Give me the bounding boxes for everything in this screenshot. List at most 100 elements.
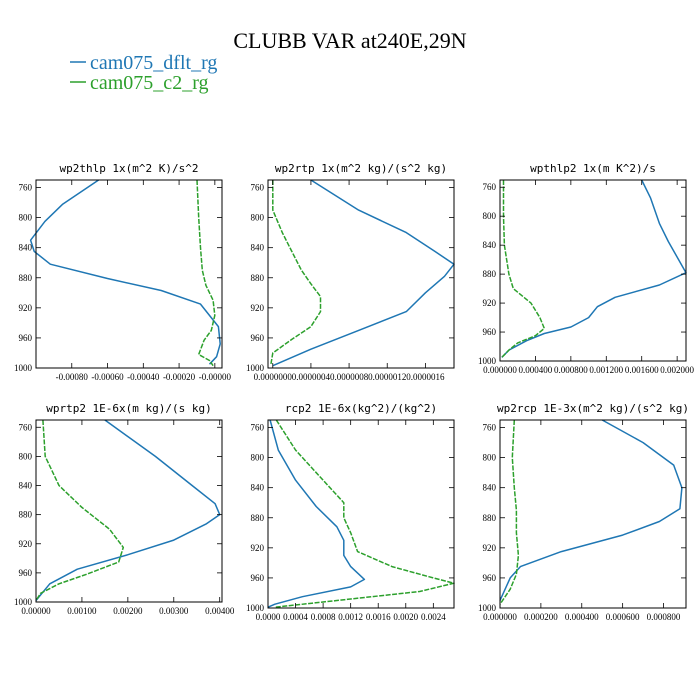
- x-tick-label: 0.000600: [606, 612, 640, 622]
- series-line-c2: [270, 180, 322, 365]
- figure-title: CLUBB VAR at240E,29N: [233, 28, 466, 53]
- x-tick-label: 0.0000000: [254, 372, 293, 382]
- plot-frame: [35, 419, 223, 603]
- x-tick-label: -0.00000: [199, 372, 232, 382]
- y-tick-label: 920: [251, 303, 265, 313]
- y-tick-label: 960: [483, 573, 497, 583]
- x-tick-label: -0.00020: [163, 372, 196, 382]
- panel-4: wprtp2 1E-6x(m kg)/(s kg) 760 800 840 880 920…: [14, 402, 235, 616]
- series-line-c2: [35, 419, 125, 601]
- y-tick-label: 880: [251, 273, 265, 283]
- x-tick-label: 0.0000008: [330, 372, 369, 382]
- x-tick-label: 0.0024: [421, 612, 446, 622]
- y-tick-label: 800: [483, 453, 497, 463]
- y-tick-label: 760: [483, 182, 497, 192]
- plot-frame: [267, 419, 455, 609]
- legend: cam075_dflt_rg cam075_c2_rg: [70, 52, 217, 94]
- x-tick-label: 0.000800: [554, 365, 588, 375]
- y-tick-label: 960: [19, 568, 33, 578]
- y-tick-label: 880: [483, 513, 497, 523]
- x-tick-label: 0.00200: [113, 606, 143, 616]
- x-tick-label: 0.00300: [159, 606, 189, 616]
- y-tick-label: 960: [483, 327, 497, 337]
- plot-frame: [499, 179, 687, 362]
- x-tick-label: 0.00100: [67, 606, 97, 616]
- y-tick-label: 920: [19, 303, 33, 313]
- y-tick-label: 840: [483, 240, 497, 250]
- panel-5: rcp2 1E-6x(kg^2)/(kg^2) 760 800 840 880 920 96…: [246, 402, 455, 622]
- panel-6: wp2rcp 1E-3x(m^2 kg)/(s^2 kg)760 800 840 88…: [478, 402, 689, 622]
- x-tick-label: 0.001200: [589, 365, 623, 375]
- panel-3: wpthlp2 1x(m K^2)/s 760 800 840 880 920 960 100…: [478, 162, 695, 375]
- panel-title: wp2rcp 1E-3x(m^2 kg)/(s^2 kg): [497, 402, 689, 415]
- legend-item-c2: cam075_c2_rg: [70, 72, 209, 94]
- x-tick-label: 0.000800: [647, 612, 681, 622]
- plot-frame: [499, 419, 687, 609]
- x-tick-label: 0.0012: [338, 612, 363, 622]
- y-tick-label: 1000: [246, 603, 265, 613]
- y-tick-label: 840: [19, 243, 33, 253]
- x-tick-label: 0.00000: [21, 606, 51, 616]
- series-line-c2: [499, 419, 520, 605]
- legend-label-c2: cam075_c2_rg: [90, 72, 209, 94]
- y-tick-label: 920: [251, 543, 265, 553]
- y-tick-label: 760: [251, 423, 265, 433]
- y-tick-label: 800: [251, 213, 265, 223]
- x-tick-label: 0.000000: [483, 612, 517, 622]
- x-tick-label: 0.000400: [519, 365, 553, 375]
- panel-grid: wp2thlp 1x(m^2 K)/s^2 760 800 840 880 920 960 1…: [14, 162, 695, 622]
- panel-title: wp2rtp 1x(m^2 kg)/(s^2 kg): [275, 162, 447, 175]
- legend-item-dflt: cam075_dflt_rg: [70, 52, 217, 74]
- series-line-dflt: [272, 179, 455, 367]
- y-tick-label: 920: [19, 539, 33, 549]
- x-tick-label: 0.0004: [283, 612, 308, 622]
- series-line-dflt: [29, 179, 221, 365]
- series-line-c2: [274, 419, 455, 608]
- y-tick-label: 960: [19, 333, 33, 343]
- x-tick-label: 0.002000: [660, 365, 694, 375]
- series-line-c2: [501, 180, 546, 358]
- y-tick-label: 1000: [14, 363, 33, 373]
- plot-frame: [35, 179, 223, 369]
- y-tick-label: 1000: [14, 597, 33, 607]
- x-tick-label: 0.0000: [256, 612, 281, 622]
- x-tick-label: -0.00060: [91, 372, 124, 382]
- y-tick-label: 880: [19, 273, 33, 283]
- x-tick-label: 0.000000: [483, 365, 517, 375]
- y-tick-label: 840: [483, 483, 497, 493]
- x-tick-label: 0.0020: [393, 612, 418, 622]
- y-tick-label: 960: [251, 573, 265, 583]
- series-line-dflt: [501, 179, 687, 358]
- x-tick-label: 0.0000016: [406, 372, 445, 382]
- y-tick-label: 800: [483, 211, 497, 221]
- x-tick-label: 0.0000012: [368, 372, 406, 382]
- x-tick-label: 0.00400: [205, 606, 235, 616]
- panel-1: wp2thlp 1x(m^2 K)/s^2 760 800 840 880 920 960 1…: [14, 162, 231, 382]
- y-tick-label: 1000: [246, 363, 265, 373]
- y-tick-label: 920: [483, 543, 497, 553]
- legend-label-dflt: cam075_dflt_rg: [90, 52, 217, 74]
- x-tick-label: 0.000400: [565, 612, 599, 622]
- y-tick-label: 880: [483, 269, 497, 279]
- y-tick-label: 1000: [478, 356, 497, 366]
- y-tick-label: 840: [19, 481, 33, 491]
- series-line-dflt: [499, 419, 683, 601]
- y-tick-label: 760: [19, 422, 33, 432]
- x-tick-label: 0.0016: [366, 612, 391, 622]
- y-tick-label: 800: [19, 213, 33, 223]
- panel-2: wp2rtp 1x(m^2 kg)/(s^2 kg) 760 800 840 880 92…: [246, 162, 455, 382]
- x-tick-label: -0.00080: [56, 372, 89, 382]
- x-tick-label: -0.00040: [127, 372, 160, 382]
- x-tick-label: 0.000200: [524, 612, 558, 622]
- x-tick-label: 0.001600: [625, 365, 659, 375]
- y-tick-label: 960: [251, 333, 265, 343]
- panel-title: wp2thlp 1x(m^2 K)/s^2: [59, 162, 198, 175]
- panel-title: wprtp2 1E-6x(m kg)/(s kg): [46, 402, 212, 415]
- series-line-c2: [196, 179, 216, 367]
- y-tick-label: 880: [251, 513, 265, 523]
- y-tick-label: 800: [19, 451, 33, 461]
- y-tick-label: 760: [251, 183, 265, 193]
- panel-title: rcp2 1E-6x(kg^2)/(kg^2): [285, 402, 437, 415]
- y-tick-label: 1000: [478, 603, 497, 613]
- y-tick-label: 760: [483, 423, 497, 433]
